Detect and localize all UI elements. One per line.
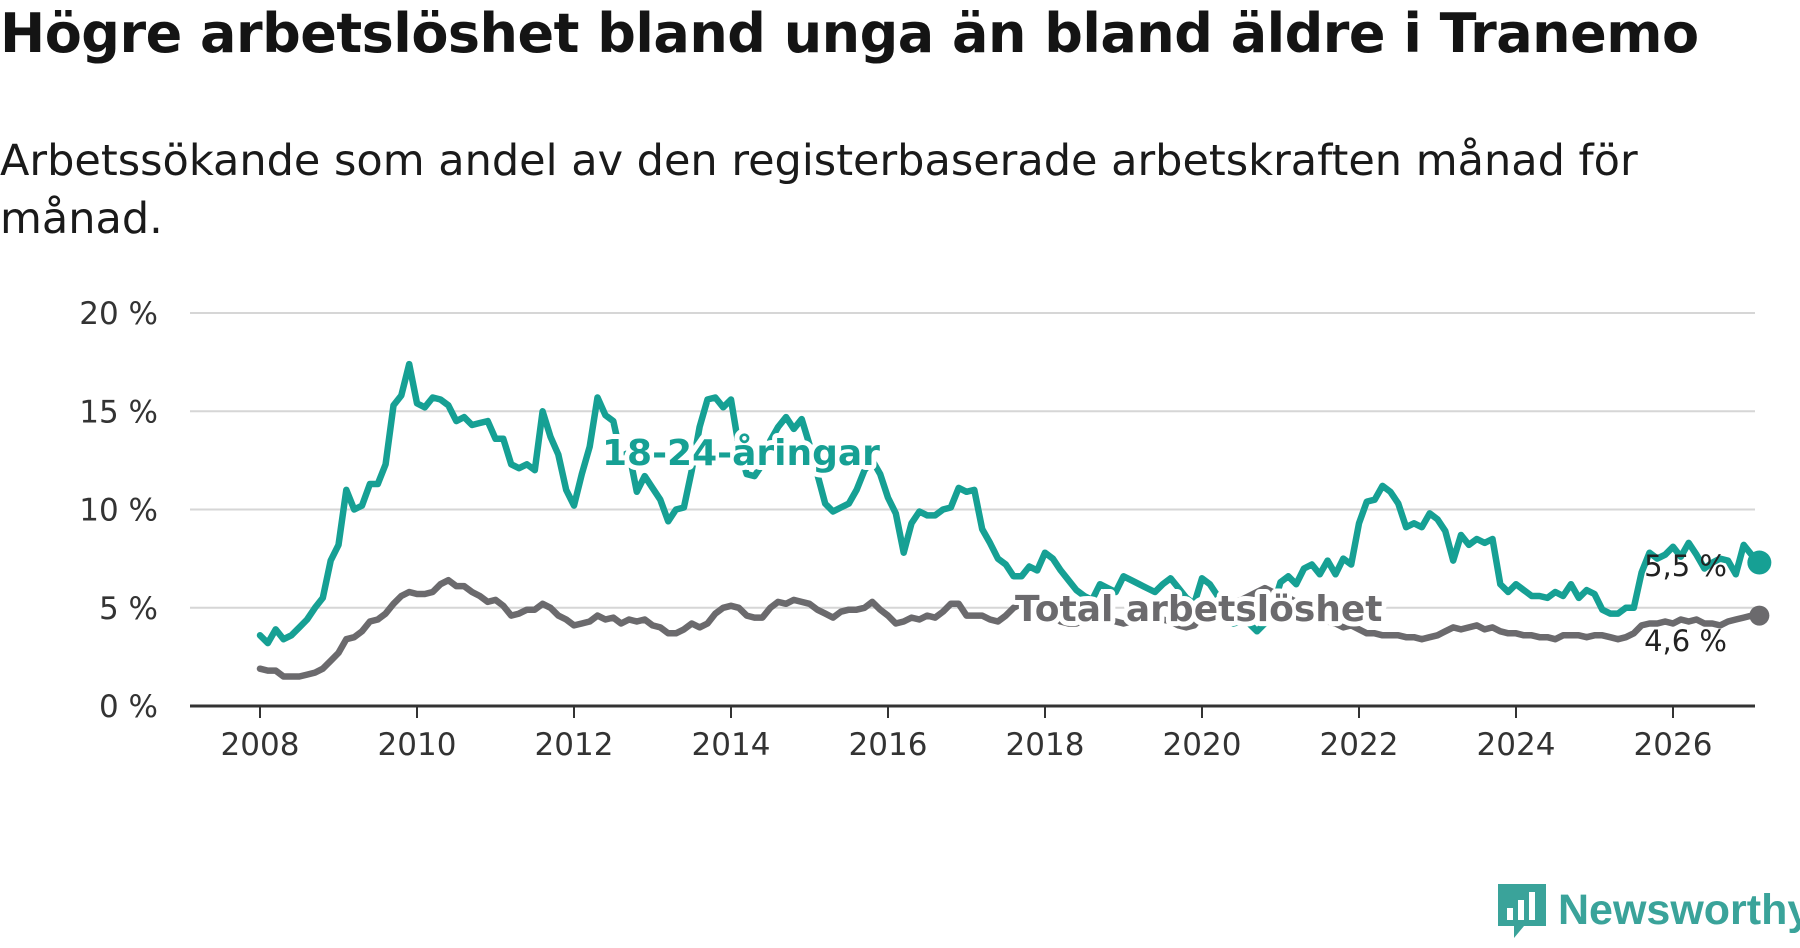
x-tick-label: 2024: [1477, 727, 1556, 763]
line-chart: 0 %5 %10 %15 %20 % 2008 2010 2012 2014 2016 2…: [79, 296, 1772, 763]
series-line-total: [256, 576, 1763, 680]
gridlines: [190, 312, 1755, 609]
series-lines: [256, 360, 1772, 680]
newsworthy-logo-text: Newsworthy: [1558, 886, 1800, 934]
end-label-young: 5,5 %: [1644, 549, 1727, 583]
end-point-total: [1749, 605, 1770, 626]
chart-subtitle: Arbetssökande som andel av den registerb…: [0, 136, 1638, 244]
x-tick-label: 2022: [1320, 727, 1399, 763]
x-tick-label: 2012: [535, 727, 614, 763]
chart-title: Högre arbetslöshet bland unga än bland ä…: [0, 2, 1699, 65]
y-tick-label: 15 %: [79, 394, 158, 430]
y-tick-label: 5 %: [99, 591, 158, 627]
x-tick-label: 2010: [378, 727, 457, 763]
x-tick-label: 2026: [1634, 727, 1713, 763]
x-tick-label: 2018: [1006, 727, 1085, 763]
end-point-young: [1747, 550, 1772, 575]
series-name-young: 18-24-åringar: [602, 433, 880, 474]
x-axis: 2008 2010 2012 2014 2016 2018 2020 2022 2024 2026: [190, 704, 1755, 763]
end-label-total: 4,6 %: [1644, 624, 1727, 658]
series-name-total: Total arbetslöshet: [1015, 589, 1383, 630]
y-axis-ticks: 0 % 5 % 10 % 15 % 20 %: [79, 296, 158, 725]
x-tick-label: 2016: [849, 727, 928, 763]
x-tick-label: 2020: [1163, 727, 1242, 763]
y-tick-label: 0 %: [99, 689, 158, 725]
y-tick-label: 20 %: [79, 296, 158, 332]
x-tick-label: 2014: [692, 727, 771, 763]
series-line-young: [256, 360, 1763, 647]
x-tick-label: 2008: [221, 727, 300, 763]
newsworthy-logo[interactable]: Newsworthy: [1490, 878, 1800, 948]
newsworthy-logo-icon: [1498, 884, 1546, 938]
y-tick-label: 10 %: [79, 493, 158, 529]
series-labels: 5,5 % 4,6 % 18-24-åringar Total arbetslöshe…: [597, 428, 1727, 658]
